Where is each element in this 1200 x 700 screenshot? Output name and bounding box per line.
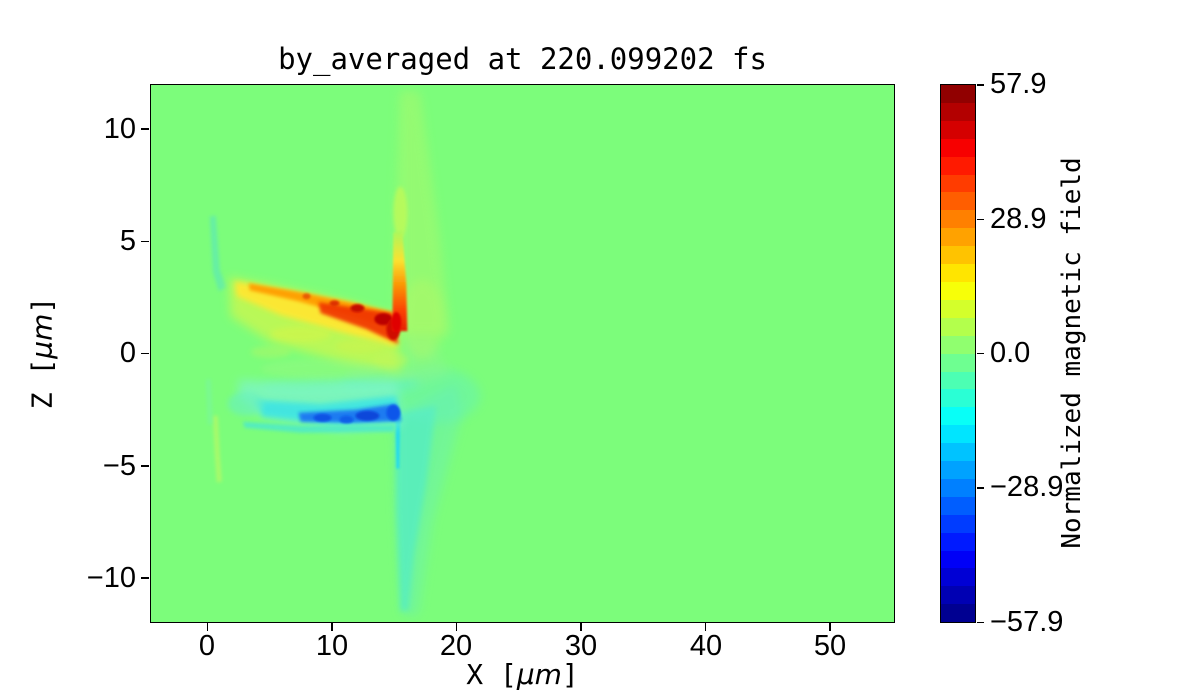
colorbar-tick — [977, 487, 984, 489]
x-tick — [206, 623, 209, 631]
heatmap-left-streaks — [205, 215, 227, 483]
heatmap-positive-band — [228, 277, 409, 376]
y-tick-label: −5 — [102, 450, 136, 482]
x-tick — [704, 623, 707, 631]
x-tick-label: 50 — [813, 630, 847, 662]
heatmap-lower-plume — [394, 383, 463, 616]
colorbar-bands — [941, 85, 975, 623]
heatmap-vertical-front — [391, 186, 408, 333]
heatmap-midline-speckle — [260, 358, 416, 382]
heatmap-upper-plume — [394, 90, 451, 335]
plot-area — [150, 84, 895, 623]
x-tick-label: 10 — [315, 630, 349, 662]
x-tick — [829, 623, 831, 631]
colorbar-tick-label: 0.0 — [990, 337, 1031, 369]
heatmap-canvas — [151, 85, 894, 622]
x-tick-label: 40 — [689, 630, 723, 662]
y-tick — [141, 240, 149, 243]
x-axis-label: X [μm] — [466, 658, 579, 691]
plot-title: by_averaged at 220.099202 fs — [278, 42, 767, 76]
colorbar-tick-label: −57.9 — [990, 606, 1064, 638]
x-tick — [455, 623, 458, 631]
x-tick-label: 0 — [198, 630, 216, 662]
y-tick — [141, 352, 149, 355]
x-tick — [331, 623, 333, 631]
y-tick — [141, 577, 149, 579]
colorbar-tick — [977, 84, 984, 86]
x-tick-label: 20 — [439, 630, 473, 662]
x-tick-label: 30 — [564, 630, 598, 662]
y-tick-label: 5 — [119, 225, 136, 257]
colorbar-label: Normalized magnetic field — [1057, 157, 1087, 549]
colorbar-tick-label: 57.9 — [990, 68, 1047, 100]
colorbar-tick-label: 28.9 — [990, 203, 1047, 235]
colorbar-tick — [977, 218, 984, 221]
heatmap-negative-band — [227, 375, 421, 433]
heatmap-right-ripples — [390, 279, 481, 424]
colorbar-tick — [977, 352, 984, 355]
colorbar-tick — [977, 621, 984, 624]
y-axis-label: Z [μm] — [25, 296, 59, 410]
x-tick — [580, 623, 582, 631]
y-tick — [141, 128, 149, 130]
y-tick-label: 10 — [103, 113, 136, 145]
y-tick-label: 0 — [119, 337, 136, 369]
y-tick-label: −10 — [86, 562, 136, 594]
colorbar-tick-label: −28.9 — [990, 471, 1064, 503]
y-tick — [141, 465, 149, 467]
colorbar — [940, 84, 976, 623]
